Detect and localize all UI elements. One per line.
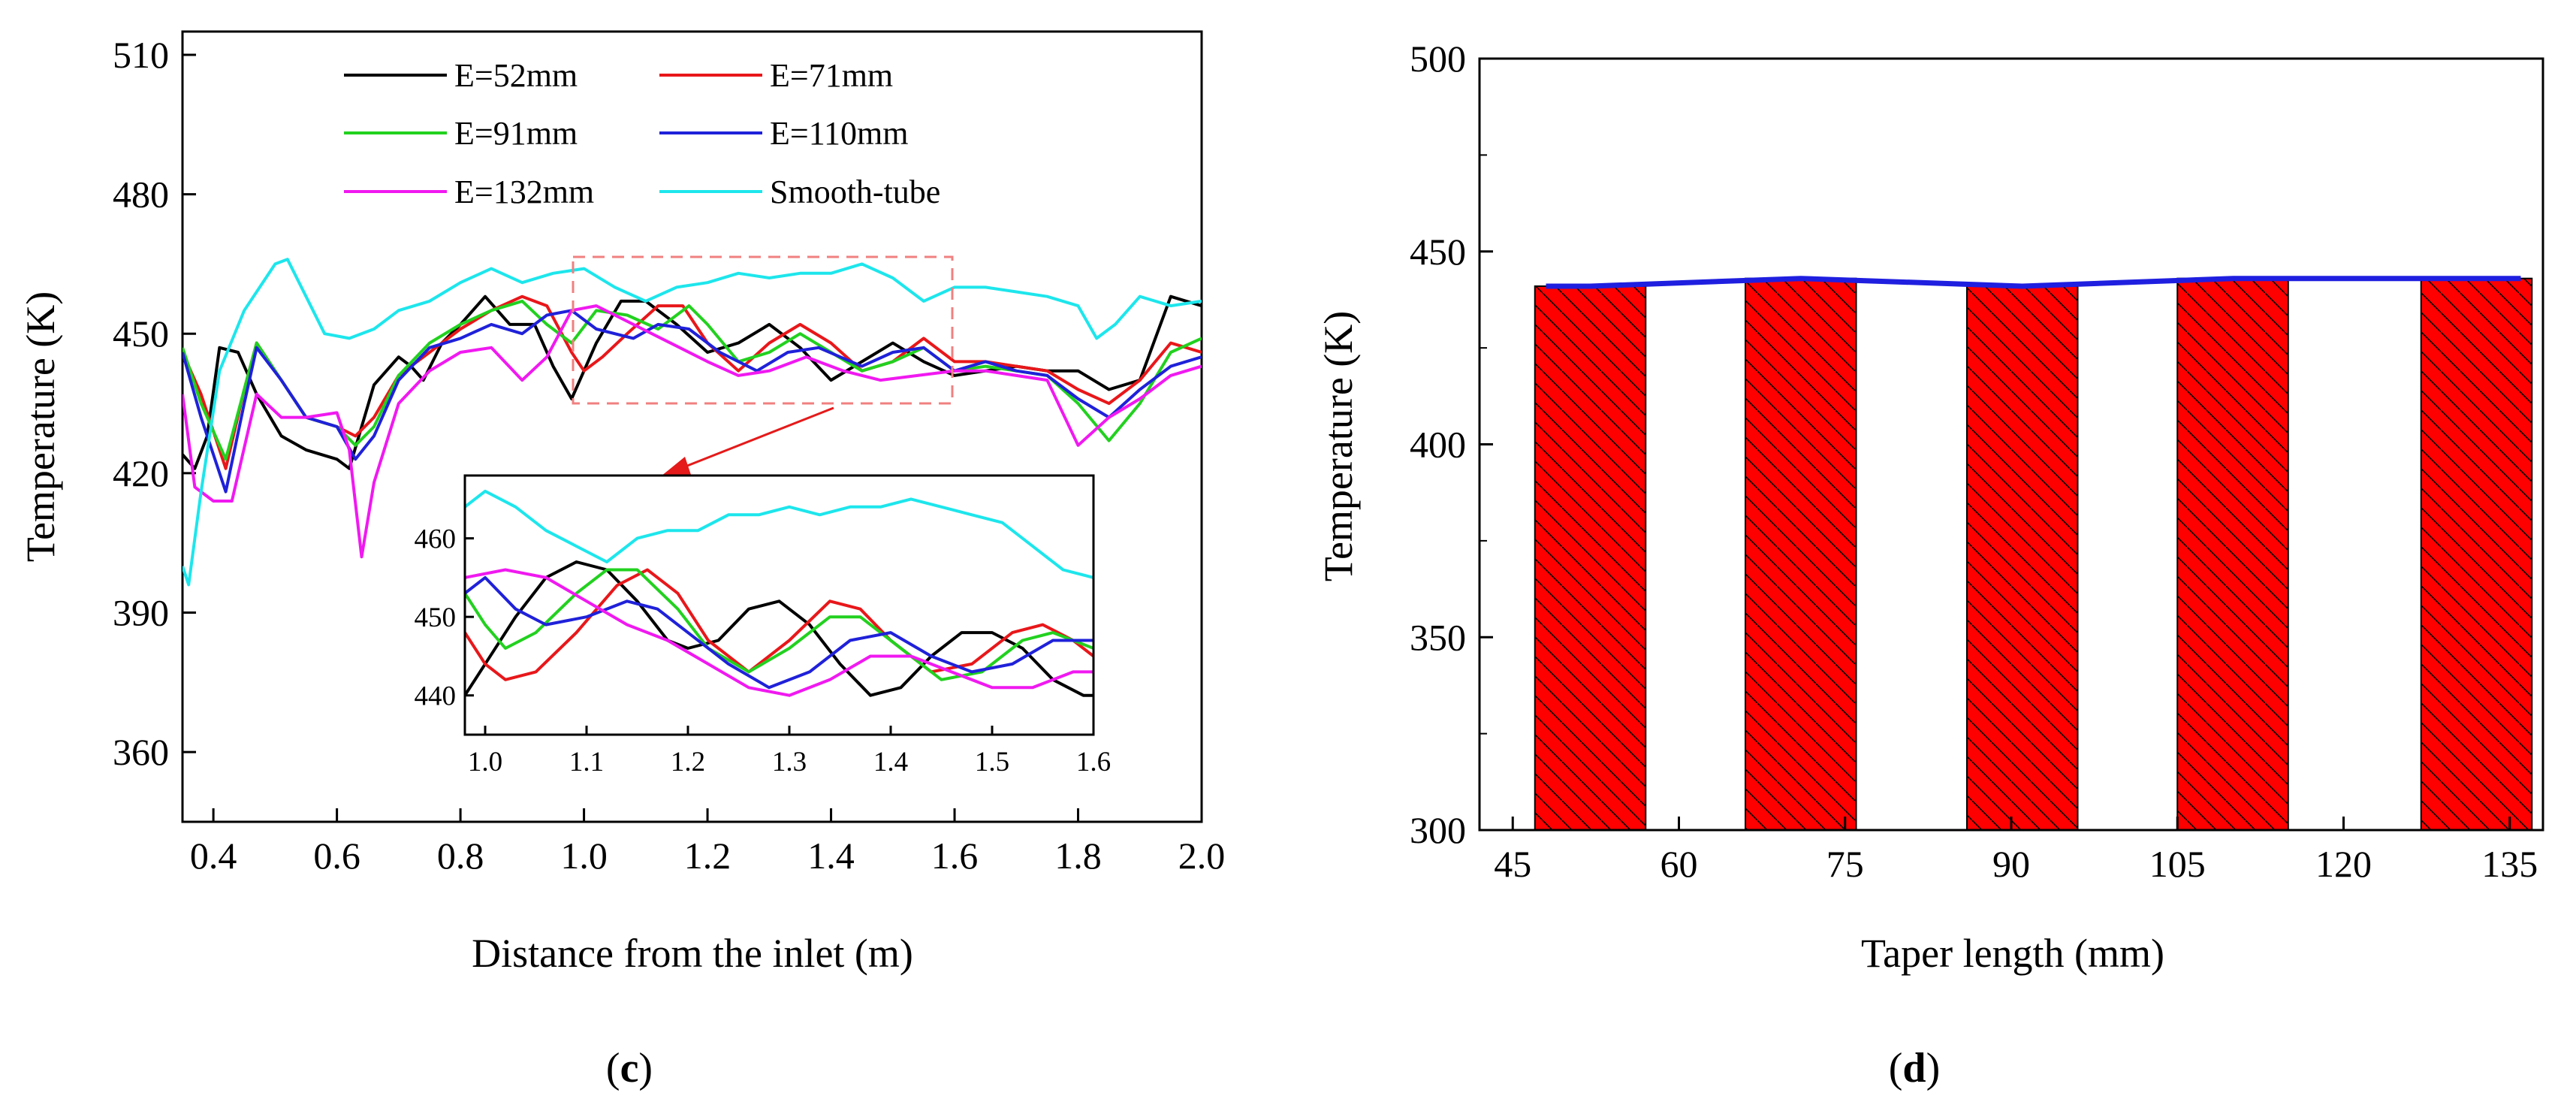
c-x-tick-label: 0.8 [437, 835, 484, 877]
legend-label-e91: E=91mm [454, 115, 578, 152]
c-y-tick-label: 390 [113, 592, 169, 634]
panel-c-y-axis-title: Temperature (K) [18, 291, 63, 563]
bar-71mm [1745, 277, 1857, 831]
c-x-tick-label: 1.4 [807, 835, 855, 877]
panel-d-y-ticks: 300 350 400 450 500 [1410, 38, 1493, 851]
inset-y-tick-label: 440 [415, 681, 457, 712]
panel-c-label: (c) [606, 1045, 653, 1091]
legend-label-e132: E=132mm [454, 174, 594, 210]
d-y-tick-label: 450 [1410, 231, 1466, 273]
bar-132mm [2420, 277, 2533, 831]
inset-y-tick-label: 460 [415, 524, 457, 555]
panel-d-trend-line [1546, 276, 2521, 289]
c-y-tick-label: 480 [113, 174, 169, 216]
c-x-tick-label: 1.2 [684, 835, 731, 877]
d-y-tick-label: 500 [1410, 38, 1466, 80]
inset-background [465, 476, 1093, 735]
bar-91mm [1966, 285, 2079, 831]
inset-line-e-52mm [465, 560, 1093, 697]
bar-52mm [1534, 285, 1647, 831]
inset-x-tick-label: 1.6 [1076, 747, 1111, 777]
panel-c-line-chart: 0.4 0.6 0.8 1.0 1.2 1.4 1.6 1.8 2.0 360 390 420 450… [18, 30, 1225, 1091]
inset-line-e-71mm [465, 568, 1093, 681]
d-y-tick-label: 300 [1410, 809, 1466, 851]
bar-110mm [2176, 277, 2289, 831]
c-x-tick-label: 0.6 [313, 835, 360, 877]
inset-line-e-110mm [465, 575, 1093, 690]
d-x-tick-label: 120 [2315, 843, 2372, 885]
panel-c-series-lines [182, 258, 1202, 587]
legend-label-e52: E=52mm [454, 57, 578, 94]
d-x-tick-label: 45 [1494, 843, 1531, 885]
panel-c-x-ticks: 0.4 0.6 0.8 1.0 1.2 1.4 1.6 1.8 2.0 [190, 808, 1225, 877]
panel-c-zoom-arrow [679, 406, 834, 470]
panel-c-legend: E=52mm E=71mm E=91mm E=110mm E=132mm Smo… [344, 57, 940, 210]
c-x-tick-label: 0.4 [190, 835, 237, 877]
c-y-tick-label: 360 [113, 731, 169, 773]
c-x-tick-label: 1.6 [931, 835, 979, 877]
panel-d-y-axis-title: Temperature (K) [1316, 311, 1361, 582]
inset-line-smooth-tube [465, 489, 1093, 579]
panel-c-y-ticks: 360 390 420 450 480 510 [113, 34, 196, 773]
inset-x-ticks: 1.0 1.1 1.2 1.3 1.4 1.5 1.6 [468, 726, 1111, 777]
d-y-tick-label: 350 [1410, 616, 1466, 658]
inset-frame [463, 474, 1095, 736]
c-y-tick-label: 450 [113, 312, 169, 355]
panel-d-x-ticks: 45 60 75 90 105 120 135 [1494, 817, 2538, 885]
c-x-tick-label: 2.0 [1178, 835, 1226, 877]
panel-c-x-axis-title: Distance from the inlet (m) [472, 931, 913, 976]
inset-x-tick-label: 1.1 [569, 747, 604, 777]
panel-d-label: (d) [1889, 1045, 1940, 1091]
inset-series-lines [465, 489, 1093, 697]
d-x-tick-label: 75 [1826, 843, 1864, 885]
inset-x-tick-label: 1.2 [671, 747, 705, 777]
inset-y-tick-label: 450 [415, 602, 457, 633]
d-x-tick-label: 90 [1992, 843, 2030, 885]
panel-c-inset: 1.0 1.1 1.2 1.3 1.4 1.5 1.6 440 450 460 [415, 474, 1111, 777]
inset-x-tick-label: 1.4 [873, 747, 908, 777]
inset-x-tick-label: 1.5 [975, 747, 1009, 777]
inset-y-ticks: 440 450 460 [415, 524, 474, 712]
d-x-tick-label: 60 [1661, 843, 1698, 885]
inset-x-tick-label: 1.3 [772, 747, 807, 777]
d-x-tick-label: 105 [2149, 843, 2206, 885]
d-x-tick-label: 135 [2481, 843, 2538, 885]
series-line-e-132mm [182, 304, 1202, 559]
inset-x-tick-label: 1.0 [468, 747, 502, 777]
panel-c-zoom-region [572, 255, 954, 405]
d-y-tick-label: 400 [1410, 424, 1466, 466]
panel-d-bar-chart: 45 60 75 90 105 120 135 300 350 400 450 500 Taper … [1316, 38, 2544, 1091]
c-y-tick-label: 420 [113, 452, 169, 494]
inset-line-e-132mm [465, 568, 1093, 697]
panel-c-plot-frame [181, 30, 1203, 823]
panel-d-bars [1534, 277, 2533, 831]
c-x-tick-label: 1.0 [560, 835, 608, 877]
c-x-tick-label: 1.8 [1054, 835, 1102, 877]
legend-label-e71: E=71mm [770, 57, 893, 94]
panel-d-x-axis-title: Taper length (mm) [1861, 931, 2164, 976]
inset-line-e-91mm [465, 568, 1093, 681]
c-y-tick-label: 510 [113, 34, 169, 76]
series-line-smooth-tube [182, 258, 1202, 587]
legend-label-e110: E=110mm [770, 115, 909, 152]
panel-c-zoom-arrowhead [661, 457, 691, 476]
legend-label-smooth: Smooth-tube [770, 174, 940, 210]
